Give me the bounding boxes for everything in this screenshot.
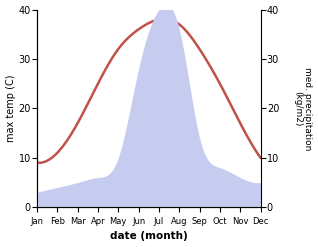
X-axis label: date (month): date (month)	[110, 231, 188, 242]
Y-axis label: med. precipitation
(kg/m2): med. precipitation (kg/m2)	[293, 67, 313, 150]
Y-axis label: max temp (C): max temp (C)	[5, 75, 16, 142]
